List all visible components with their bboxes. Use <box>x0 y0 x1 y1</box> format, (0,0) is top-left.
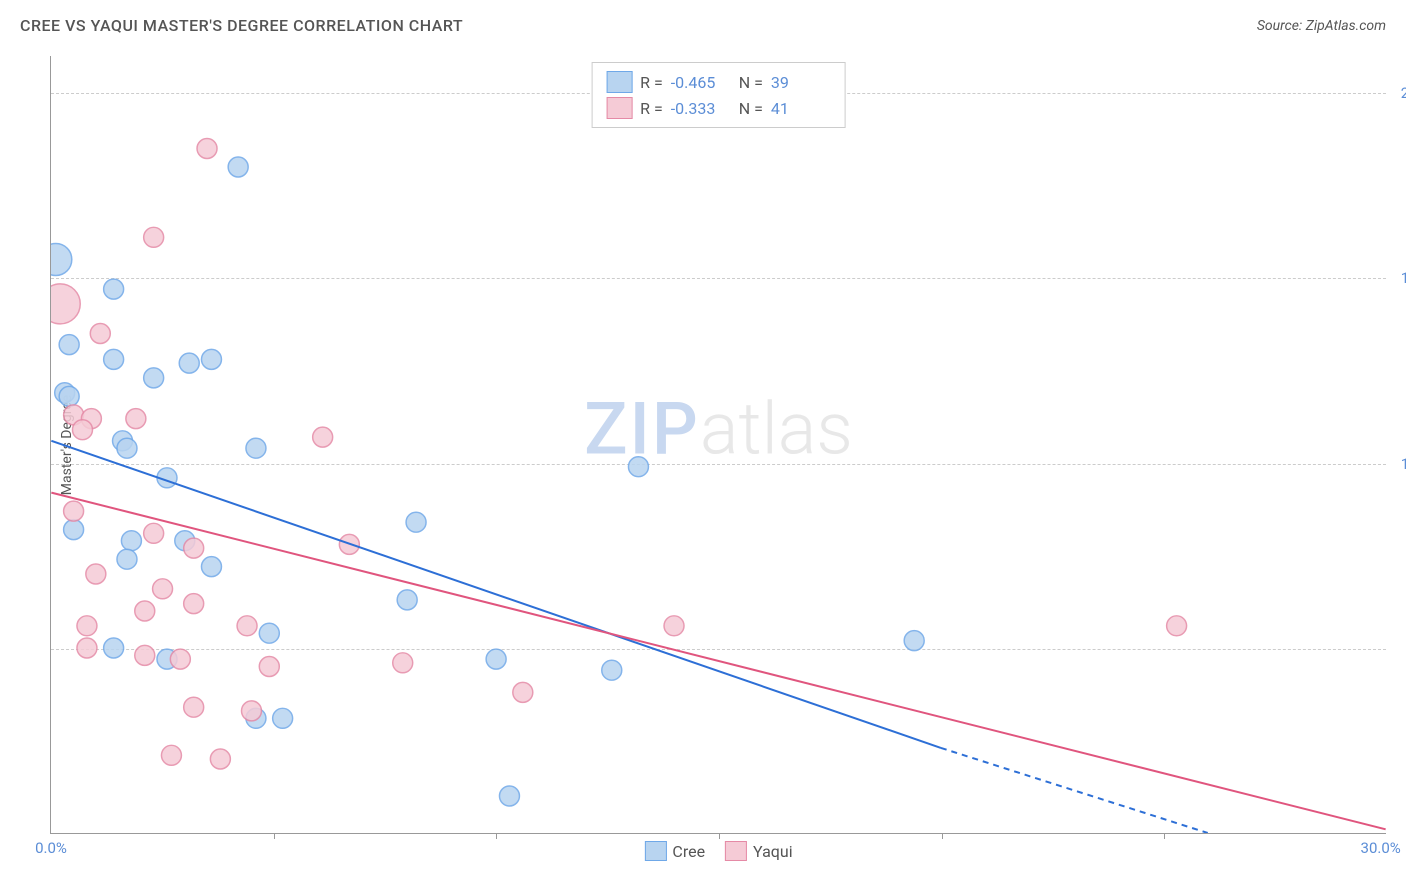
data-point <box>197 139 217 159</box>
chart-header: CREE VS YAQUI MASTER'S DEGREE CORRELATIO… <box>0 0 1406 43</box>
legend-n-label: N = <box>739 73 763 92</box>
data-point <box>201 349 221 369</box>
legend-series-label: Yaqui <box>753 842 793 861</box>
trend-line-extrapolated <box>941 748 1208 833</box>
data-point <box>486 649 506 669</box>
data-point <box>602 660 622 680</box>
legend-r-label: R = <box>640 99 663 118</box>
legend-series-item: Cree <box>644 841 705 861</box>
legend-n-value: 39 <box>771 73 831 92</box>
data-point <box>170 649 190 669</box>
data-point <box>90 324 110 344</box>
data-point <box>153 579 173 599</box>
data-point <box>228 157 248 177</box>
legend-correlation: R = -0.465 N = 39 R = -0.333 N = 41 <box>591 62 846 128</box>
data-point <box>86 564 106 584</box>
data-point <box>121 531 141 551</box>
data-point <box>104 638 124 658</box>
legend-r-value: -0.465 <box>671 73 731 92</box>
data-point <box>242 701 262 721</box>
data-point <box>237 616 257 636</box>
data-point <box>77 616 97 636</box>
data-point <box>144 227 164 247</box>
x-tick-mark <box>942 833 943 839</box>
legend-correlation-row: R = -0.465 N = 39 <box>606 69 831 95</box>
data-point <box>144 368 164 388</box>
data-point <box>393 653 413 673</box>
chart-plot-area: Master's Degree ZIPatlas R = -0.465 N = … <box>50 56 1386 834</box>
x-tick-mark <box>274 833 275 839</box>
data-point <box>104 349 124 369</box>
data-point <box>59 386 79 406</box>
data-point <box>313 427 333 447</box>
legend-series-item: Yaqui <box>725 841 793 861</box>
data-point <box>161 745 181 765</box>
data-point <box>406 512 426 532</box>
data-point <box>184 538 204 558</box>
data-point <box>51 244 72 276</box>
scatter-svg <box>51 56 1386 833</box>
data-point <box>64 501 84 521</box>
legend-series: Cree Yaqui <box>644 841 792 861</box>
data-point <box>117 549 137 569</box>
legend-correlation-row: R = -0.333 N = 41 <box>606 95 831 121</box>
legend-swatch <box>644 841 666 861</box>
legend-r-label: R = <box>640 73 663 92</box>
data-point <box>135 601 155 621</box>
data-point <box>904 631 924 651</box>
y-tick-label: 15.0% <box>1401 269 1406 287</box>
data-point <box>126 409 146 429</box>
x-tick-label: 30.0% <box>1361 839 1401 857</box>
data-point <box>184 594 204 614</box>
x-tick-mark <box>719 833 720 839</box>
chart-source: Source: ZipAtlas.com <box>1257 18 1386 34</box>
x-tick-mark <box>1164 833 1165 839</box>
x-tick-mark <box>496 833 497 839</box>
data-point <box>64 520 84 540</box>
data-point <box>104 279 124 299</box>
data-point <box>664 616 684 636</box>
data-point <box>628 457 648 477</box>
data-point <box>210 749 230 769</box>
data-point <box>499 786 519 806</box>
data-point <box>201 557 221 577</box>
y-tick-label: 20.0% <box>1401 84 1406 102</box>
legend-swatch <box>606 71 632 93</box>
data-point <box>184 697 204 717</box>
legend-r-value: -0.333 <box>671 99 731 118</box>
data-point <box>73 420 93 440</box>
trend-line <box>51 493 1385 830</box>
data-point <box>273 708 293 728</box>
data-point <box>1167 616 1187 636</box>
data-point <box>397 590 417 610</box>
data-point <box>259 623 279 643</box>
legend-n-value: 41 <box>771 99 831 118</box>
data-point <box>77 638 97 658</box>
data-point <box>179 353 199 373</box>
y-tick-label: 10.0% <box>1401 455 1406 473</box>
x-tick-label: 0.0% <box>35 839 67 857</box>
data-point <box>259 657 279 677</box>
data-point <box>144 523 164 543</box>
legend-swatch <box>725 841 747 861</box>
data-point <box>59 335 79 355</box>
legend-series-label: Cree <box>672 842 705 861</box>
legend-n-label: N = <box>739 99 763 118</box>
data-point <box>135 645 155 665</box>
chart-title: CREE VS YAQUI MASTER'S DEGREE CORRELATIO… <box>20 16 463 35</box>
data-point <box>246 438 266 458</box>
legend-swatch <box>606 97 632 119</box>
data-point <box>117 438 137 458</box>
data-point <box>513 682 533 702</box>
data-point <box>51 284 80 324</box>
